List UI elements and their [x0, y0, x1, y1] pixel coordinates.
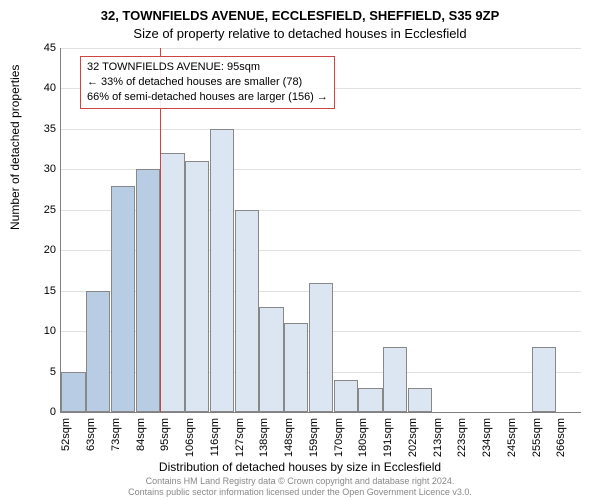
gridline	[61, 129, 581, 130]
y-tick-label: 5	[26, 366, 56, 378]
y-tick-label: 35	[26, 123, 56, 135]
x-axis-label: Distribution of detached houses by size …	[0, 460, 600, 474]
y-tick-label: 15	[26, 285, 56, 297]
x-tick-label: 127sqm	[234, 418, 246, 458]
histogram-bar	[309, 283, 333, 412]
chart-title-main: 32, TOWNFIELDS AVENUE, ECCLESFIELD, SHEF…	[0, 8, 600, 23]
histogram-bar	[136, 169, 160, 412]
y-tick-label: 20	[26, 244, 56, 256]
histogram-bar	[284, 323, 308, 412]
histogram-bar	[235, 210, 259, 412]
x-tick-label: 95sqm	[159, 418, 171, 458]
x-tick-label: 106sqm	[184, 418, 196, 458]
x-tick-label: 138sqm	[258, 418, 270, 458]
histogram-bar	[532, 347, 556, 412]
annotation-box: 32 TOWNFIELDS AVENUE: 95sqm← 33% of deta…	[80, 56, 335, 109]
histogram-bar	[61, 372, 85, 412]
histogram-bar	[383, 347, 407, 412]
annot-line-2: ← 33% of detached houses are smaller (78…	[87, 75, 328, 90]
footer-line-1: Contains HM Land Registry data © Crown c…	[146, 476, 455, 486]
x-tick-label: 213sqm	[432, 418, 444, 458]
x-tick-label: 63sqm	[85, 418, 97, 458]
histogram-bar	[86, 291, 110, 412]
x-tick-label: 180sqm	[357, 418, 369, 458]
histogram-bar	[259, 307, 283, 412]
histogram-bar	[334, 380, 358, 412]
x-tick-label: 84sqm	[135, 418, 147, 458]
x-tick-label: 116sqm	[209, 418, 221, 458]
annot-line-1: 32 TOWNFIELDS AVENUE: 95sqm	[87, 60, 328, 75]
x-tick-label: 255sqm	[531, 418, 543, 458]
y-tick-label: 30	[26, 163, 56, 175]
histogram-bar	[210, 129, 234, 412]
x-tick-label: 148sqm	[283, 418, 295, 458]
y-tick-label: 40	[26, 82, 56, 94]
y-axis-label: Number of detached properties	[8, 65, 22, 230]
chart-footer: Contains HM Land Registry data © Crown c…	[0, 476, 600, 498]
footer-line-2: Contains public sector information licen…	[128, 487, 472, 497]
x-tick-label: 234sqm	[481, 418, 493, 458]
y-tick-label: 0	[26, 406, 56, 418]
y-tick-label: 25	[26, 204, 56, 216]
x-tick-label: 223sqm	[456, 418, 468, 458]
chart-container: 32, TOWNFIELDS AVENUE, ECCLESFIELD, SHEF…	[0, 0, 600, 500]
x-tick-label: 73sqm	[110, 418, 122, 458]
x-tick-label: 170sqm	[333, 418, 345, 458]
x-tick-label: 52sqm	[60, 418, 72, 458]
gridline	[61, 48, 581, 49]
annot-line-3: 66% of semi-detached houses are larger (…	[87, 90, 328, 105]
y-tick-label: 10	[26, 325, 56, 337]
chart-title-sub: Size of property relative to detached ho…	[0, 26, 600, 41]
histogram-bar	[408, 388, 432, 412]
x-tick-label: 266sqm	[555, 418, 567, 458]
y-tick-label: 45	[26, 42, 56, 54]
histogram-bar	[185, 161, 209, 412]
histogram-bar	[160, 153, 184, 412]
histogram-bar	[111, 186, 135, 412]
x-tick-label: 245sqm	[506, 418, 518, 458]
x-tick-label: 191sqm	[382, 418, 394, 458]
x-tick-label: 159sqm	[308, 418, 320, 458]
histogram-bar	[358, 388, 382, 412]
x-tick-label: 202sqm	[407, 418, 419, 458]
